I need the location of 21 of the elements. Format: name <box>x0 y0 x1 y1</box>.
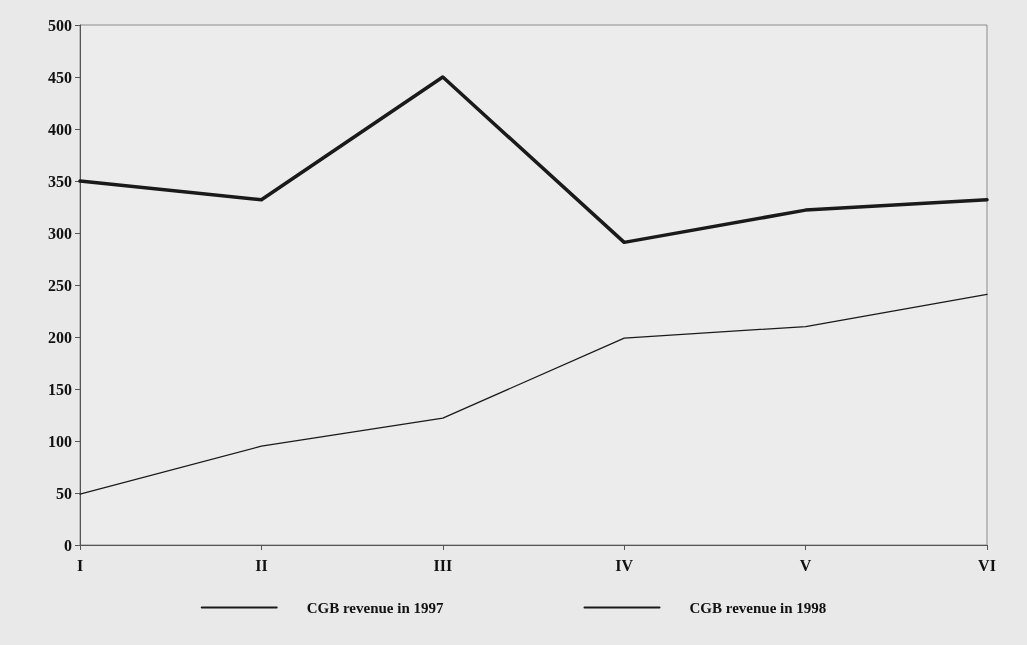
line-series <box>78 75 989 245</box>
y-tick-label: 250 <box>48 276 72 294</box>
y-tick-label: 400 <box>48 120 72 138</box>
y-tick-label: 50 <box>56 484 72 502</box>
x-tick-label: V <box>799 556 812 574</box>
y-tick-label: 200 <box>48 328 72 346</box>
y-tick-label: 100 <box>48 432 72 450</box>
y-tick-label: 500 <box>48 16 72 34</box>
y-tick-label: 300 <box>48 224 72 242</box>
x-tick-label: VI <box>978 556 996 574</box>
line-series <box>79 293 988 495</box>
x-tick-label: III <box>433 556 453 574</box>
y-tick-label: 150 <box>48 380 72 398</box>
legend-label: CGB revenue in 1998 <box>689 599 827 616</box>
x-tick-label: I <box>76 556 84 574</box>
y-tick-label: 350 <box>48 172 72 190</box>
y-tick-label: 450 <box>48 68 72 86</box>
y-tick-label: 0 <box>64 536 72 554</box>
x-tick-label: IV <box>615 556 634 574</box>
x-tick-label: II <box>255 556 268 574</box>
legend-label: CGB revenue in 1997 <box>306 599 444 616</box>
